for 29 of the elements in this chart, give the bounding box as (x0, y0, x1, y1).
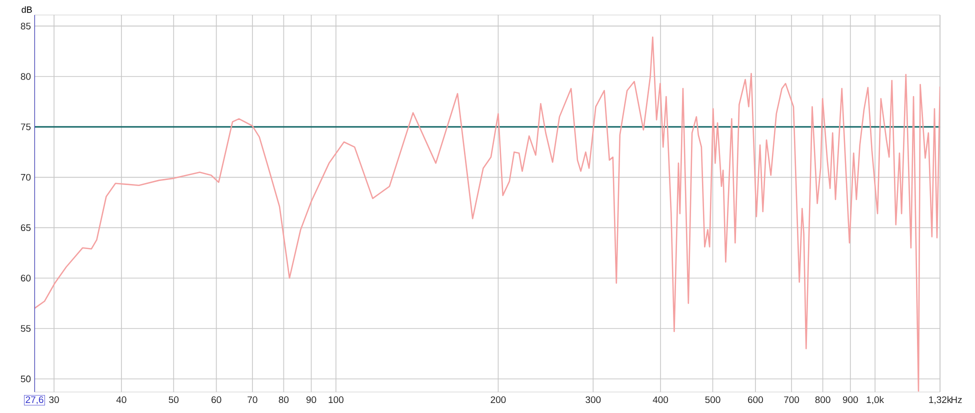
y-tick-label: 60 (20, 274, 31, 282)
y-tick-label: 65 (20, 224, 31, 232)
x-tick-label: 60 (212, 396, 222, 404)
x-tick-label: 40 (116, 396, 126, 404)
y-tick-label: 70 (20, 174, 31, 181)
x-tick-label: 50 (168, 396, 179, 404)
x-tick-label: 400 (652, 396, 668, 404)
x-tick-label: 30 (49, 396, 59, 404)
x-tick-label: 500 (705, 396, 720, 404)
y-axis-title: dB (22, 6, 32, 13)
x-tick-label: 700 (784, 396, 800, 404)
y-tick-label: 75 (20, 124, 31, 130)
x-tick-label: 90 (306, 396, 316, 404)
x-tick-label: 1,32k (929, 396, 952, 404)
x-tick-label: 600 (748, 396, 763, 404)
x-tick-label: 900 (842, 396, 858, 404)
x-tick-label: 200 (490, 396, 506, 404)
y-tick-label: 55 (20, 325, 31, 332)
x-tick-label: 80 (278, 396, 289, 404)
y-tick-label: 80 (20, 73, 31, 80)
y-tick-label: 85 (20, 22, 31, 30)
x-axis-title: Hz (951, 396, 962, 403)
x-tick-label: 1,0k (866, 396, 884, 404)
y-tick-label: 50 (20, 376, 31, 382)
x-tick-label: 70 (248, 396, 258, 404)
x-tick-label: 800 (815, 396, 830, 404)
x-tick-label: 300 (586, 396, 601, 404)
x-tick-label: 27,6 (26, 396, 44, 404)
x-tick-label: 100 (328, 396, 344, 404)
